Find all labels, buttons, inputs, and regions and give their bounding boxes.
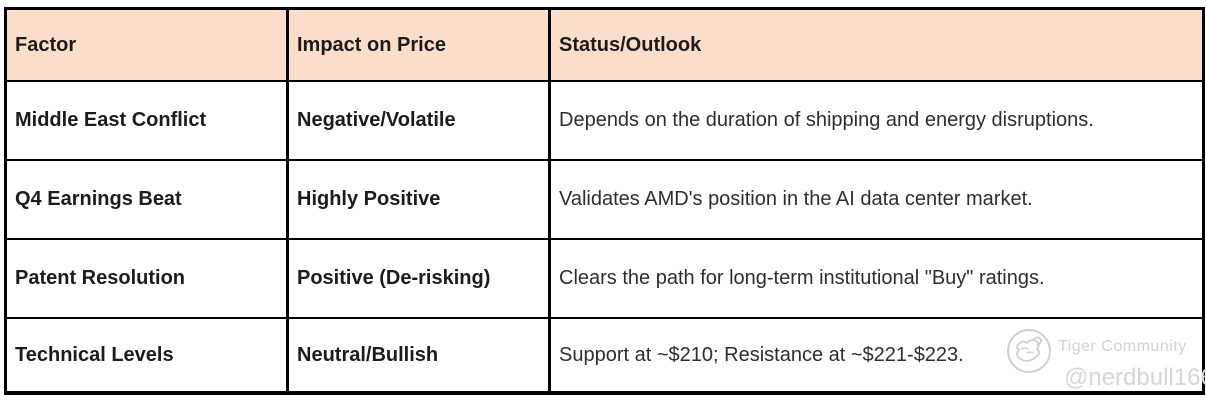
- factors-table: Factor Impact on Price Status/Outlook Mi…: [4, 7, 1205, 395]
- table-row: Technical Levels Neutral/Bullish Support…: [4, 317, 1205, 394]
- table-row: Patent Resolution Positive (De-risking) …: [4, 238, 1205, 319]
- impact-cell: Neutral/Bullish: [286, 317, 551, 394]
- header-row: Factor Impact on Price Status/Outlook: [4, 7, 1205, 82]
- status-cell: Depends on the duration of shipping and …: [548, 80, 1205, 161]
- status-cell: Support at ~$210; Resistance at ~$221-$2…: [548, 317, 1205, 394]
- factor-cell: Technical Levels: [4, 317, 289, 394]
- table-row: Middle East Conflict Negative/Volatile D…: [4, 80, 1205, 161]
- status-cell: Validates AMD's position in the AI data …: [548, 159, 1205, 240]
- factor-cell: Q4 Earnings Beat: [4, 159, 289, 240]
- factor-cell: Middle East Conflict: [4, 80, 289, 161]
- impact-cell: Highly Positive: [286, 159, 551, 240]
- column-header-factor: Factor: [4, 7, 289, 82]
- impact-cell: Positive (De-risking): [286, 238, 551, 319]
- status-cell: Clears the path for long-term institutio…: [548, 238, 1205, 319]
- column-header-impact: Impact on Price: [286, 7, 551, 82]
- column-header-status: Status/Outlook: [548, 7, 1205, 82]
- factor-cell: Patent Resolution: [4, 238, 289, 319]
- table-row: Q4 Earnings Beat Highly Positive Validat…: [4, 159, 1205, 240]
- impact-cell: Negative/Volatile: [286, 80, 551, 161]
